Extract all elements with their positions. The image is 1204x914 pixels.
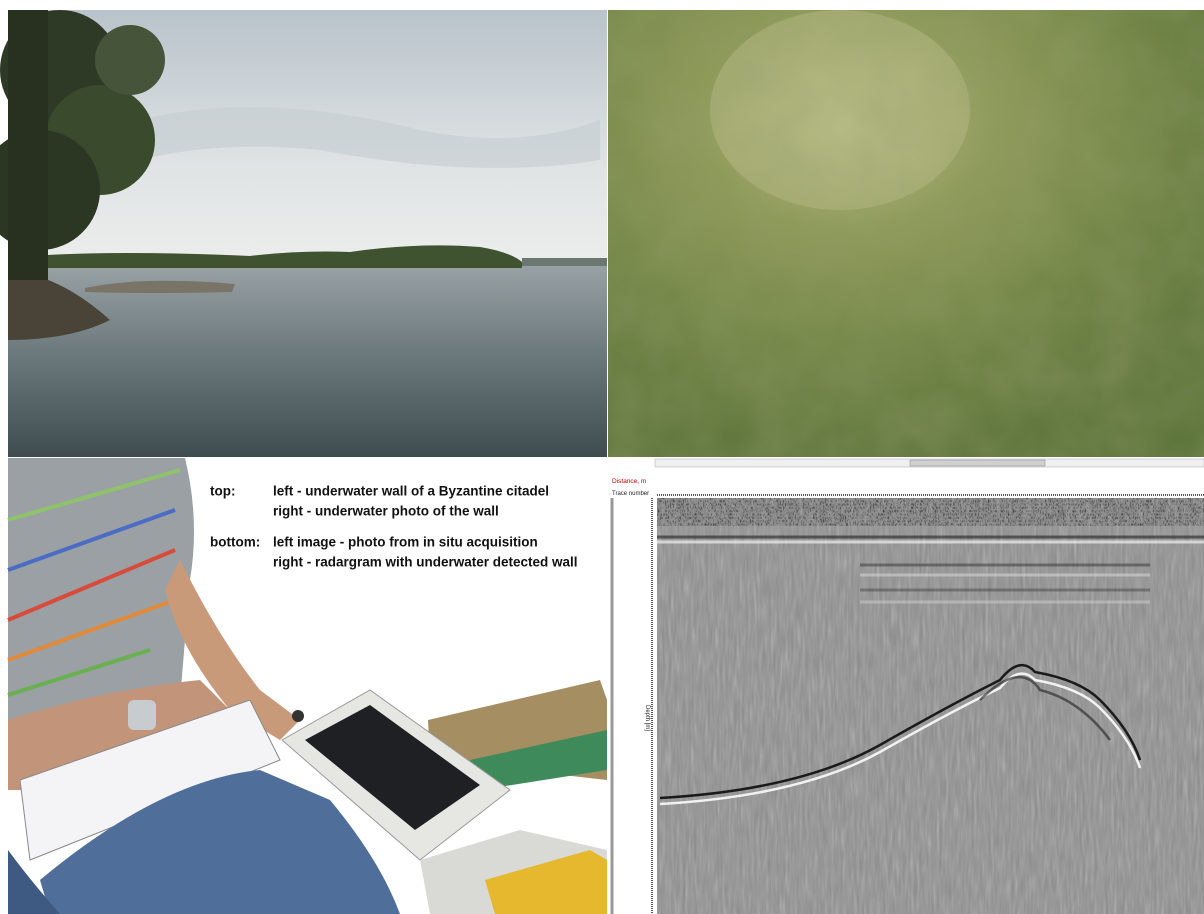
caption-line: right - underwater photo of the wall	[273, 504, 499, 519]
radargram: Distance, m Trace number Depth [m]	[610, 458, 1204, 914]
trace-label: Trace number	[612, 491, 649, 497]
river-photo	[0, 10, 607, 457]
distance-label: Distance, m	[612, 478, 646, 485]
field-photo: top: left - underwater wall of a Byzanti…	[7, 458, 607, 914]
caption-line: left image - photo from in situ acquisit…	[273, 535, 538, 550]
caption-line: right - radargram with underwater detect…	[273, 555, 578, 570]
caption-label: bottom:	[210, 535, 260, 550]
depth-label: Depth [m]	[644, 705, 650, 731]
caption-label: top:	[210, 484, 235, 499]
caption-line: left - underwater wall of a Byzantine ci…	[273, 484, 549, 499]
underwater-photo	[608, 10, 1204, 457]
